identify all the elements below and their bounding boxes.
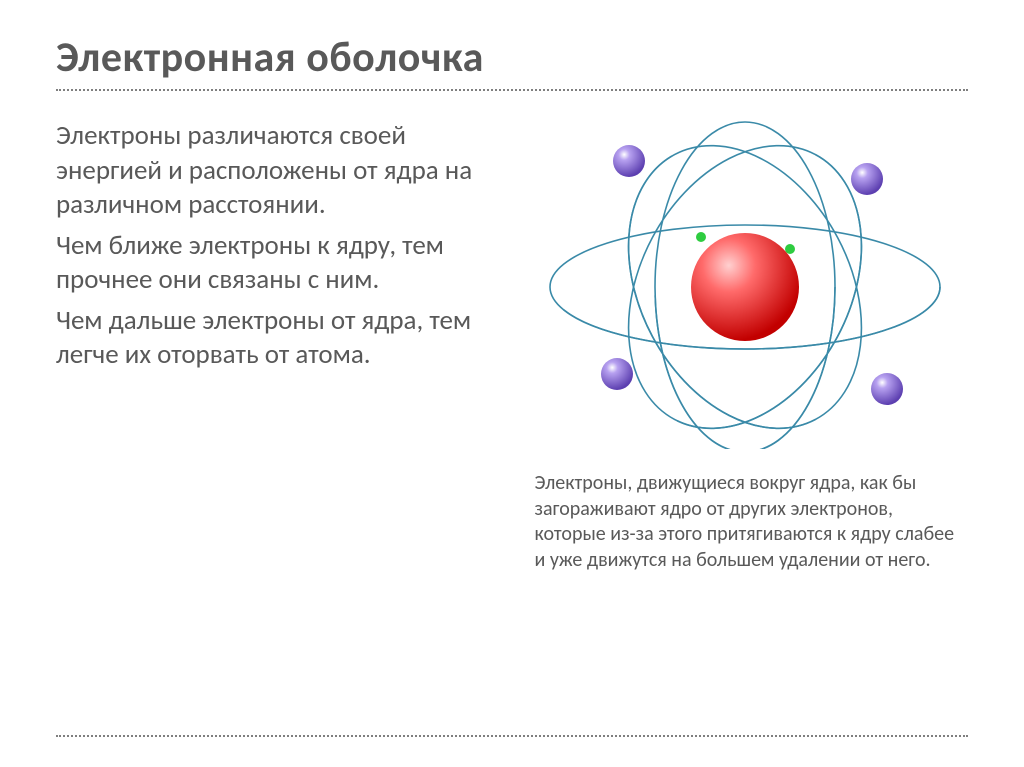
page-title: Электронная оболочка (56, 32, 968, 83)
slide: Электронная оболочка Электроны различают… (0, 0, 1024, 767)
figure-caption: Электроны, движущиеся вокруг ядра, как б… (535, 471, 955, 573)
paragraph-3: Чем дальше электроны от ядра, тем легче … (56, 304, 511, 373)
body-text: Электроны различаются своей энергией и р… (56, 119, 521, 573)
paragraph-1: Электроны различаются своей энергией и р… (56, 119, 511, 223)
footer-rule (56, 735, 968, 737)
figure-column: Электроны, движущиеся вокруг ядра, как б… (521, 119, 968, 573)
atom-svg (535, 119, 955, 449)
paragraph-2: Чем ближе электроны к ядру, тем прочнее … (56, 229, 511, 298)
atom-diagram (535, 119, 955, 449)
title-rule (56, 89, 968, 91)
content-row: Электроны различаются своей энергией и р… (56, 119, 968, 573)
